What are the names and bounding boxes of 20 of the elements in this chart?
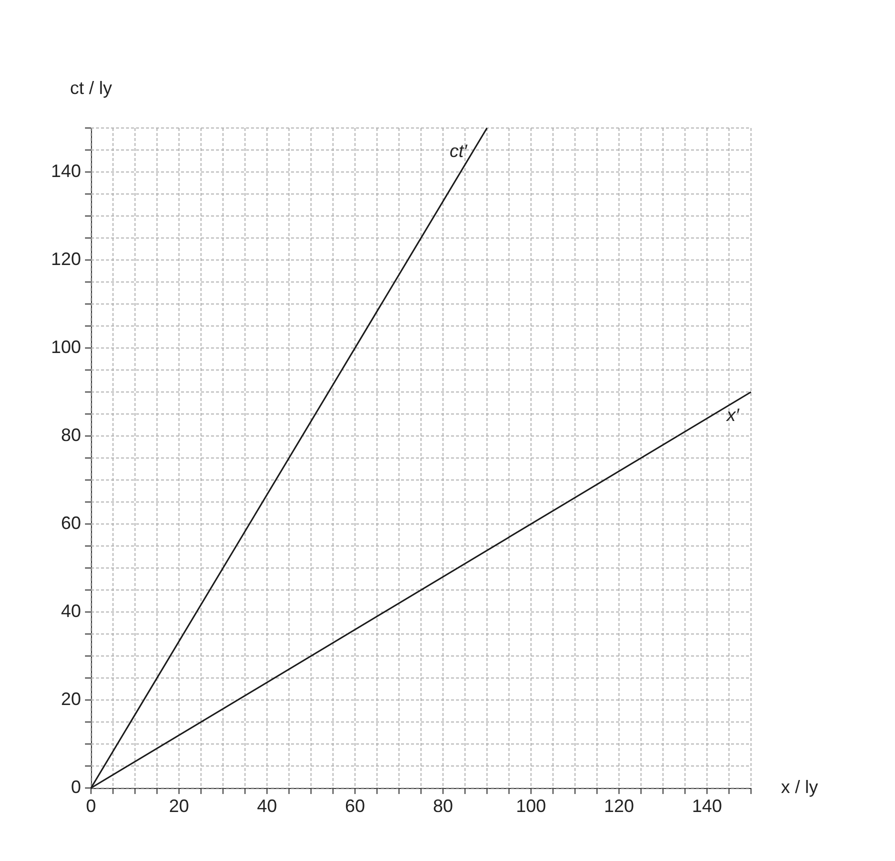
y-tick-label: 100: [50, 337, 81, 357]
x-tick-label: 140: [692, 796, 722, 816]
x-tick-label: 20: [168, 796, 190, 816]
y-tick-label: 120: [50, 249, 81, 269]
y-tick-label: 20: [60, 689, 81, 709]
x-axis-title: x / ly: [781, 777, 818, 797]
x-tick-label: 40: [256, 796, 278, 816]
x-tick-label: 120: [604, 796, 634, 816]
y-tick-label: 40: [60, 601, 81, 621]
x-tick-label: 0: [86, 796, 96, 816]
x-tick-label: 100: [516, 796, 546, 816]
x-tick-label: 80: [432, 796, 454, 816]
x-tick-label: 60: [344, 796, 366, 816]
y-tick-label: 0: [70, 777, 81, 797]
y-tick-label: 60: [60, 513, 81, 533]
y-axis-title: ct / ly: [70, 78, 112, 98]
series-label: ct′: [450, 141, 468, 161]
y-tick-label: 140: [50, 161, 81, 181]
y-tick-label: 80: [60, 425, 81, 445]
series-label: x′: [726, 405, 740, 425]
